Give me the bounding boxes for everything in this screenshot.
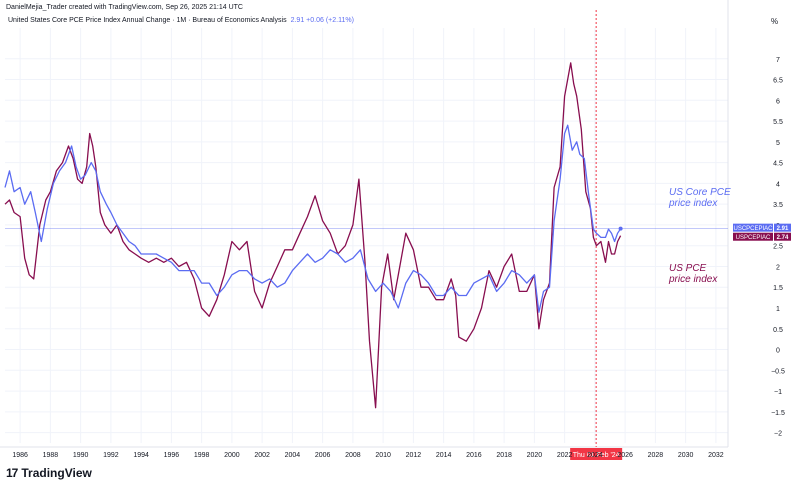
- x-tick-label: 2028: [648, 452, 664, 459]
- series-annotation-line: US PCE: [669, 263, 707, 274]
- series-last-point: [618, 226, 623, 231]
- x-tick-label: 2016: [466, 452, 482, 459]
- tradingview-logo-icon: 17: [6, 466, 18, 480]
- price-label-value-bg: [774, 223, 791, 232]
- y-tick-label: 5: [776, 140, 780, 147]
- axis-unit: %: [771, 17, 779, 26]
- x-tick-label: 2032: [708, 452, 724, 459]
- price-label-value: 2.74: [777, 235, 789, 241]
- y-tick-label: 5.5: [773, 119, 783, 126]
- series-line-uspcepiac: [4, 62, 622, 409]
- x-tick-label: 1994: [133, 452, 149, 459]
- y-axis: 76.565.554.543.532.521.510.50−0.5−1−1.5−…: [771, 57, 785, 438]
- x-axis: 1986 1988 1990 1992 1994 1996 1998 2000 2002 2004…: [12, 452, 723, 459]
- y-tick-label: −1: [774, 389, 782, 396]
- price-label-name-bg: [733, 223, 773, 232]
- x-tick-label: 2012: [406, 452, 422, 459]
- series-title-text: United States Core PCE Price Index Annua…: [8, 17, 287, 24]
- y-tick-label: 1: [776, 306, 780, 313]
- x-tick-label: 1990: [73, 452, 89, 459]
- y-tick-label: 6: [776, 98, 780, 105]
- y-tick-label: 0: [776, 348, 780, 355]
- x-tick-label: 2024: [587, 452, 603, 459]
- y-tick-label: −0.5: [771, 368, 785, 375]
- attribution-text: DanielMejia_Trader created with TradingV…: [6, 4, 243, 11]
- price-label-name: USCPCEPIAC: [733, 226, 773, 232]
- y-tick-label: 4: [776, 181, 780, 188]
- series-title: United States Core PCE Price Index Annua…: [8, 17, 354, 24]
- x-tick-label: 2018: [496, 452, 512, 459]
- x-tick-label: 1992: [103, 452, 119, 459]
- series-annotation-line: price index: [668, 274, 718, 285]
- x-tick-label: 2008: [345, 452, 361, 459]
- y-tick-label: 3.5: [773, 202, 783, 209]
- date-marker: Thu 01 Feb '24: [570, 10, 623, 460]
- x-tick-label: 2014: [436, 452, 452, 459]
- grid: [0, 0, 729, 448]
- tradingview-logo[interactable]: 17 TradingView: [6, 466, 92, 480]
- x-tick-label: 2022: [557, 452, 573, 459]
- price-label-value: 2.91: [777, 226, 789, 232]
- x-tick-label: 2000: [224, 452, 240, 459]
- series-annotation-line: US Core PCE: [669, 187, 731, 198]
- x-tick-label: 2026: [617, 452, 633, 459]
- y-tick-label: 7: [776, 57, 780, 64]
- series-last-value: 2.91 +0.06 (+2.11%): [290, 17, 354, 24]
- x-tick-label: 2030: [678, 452, 694, 459]
- x-tick-label: 1988: [43, 452, 59, 459]
- x-tick-label: 2020: [527, 452, 543, 459]
- x-tick-label: 1998: [194, 452, 210, 459]
- series-annotation-line: price index: [668, 198, 718, 209]
- x-tick-label: 2006: [315, 452, 331, 459]
- y-tick-label: 0.5: [773, 327, 783, 334]
- series-line-uscpcepiac: [4, 124, 622, 313]
- price-label-name-bg: [733, 232, 773, 241]
- price-labels: USCPCEPIAC 2.91 USPCEPIAC 2.74: [733, 223, 791, 241]
- x-tick-label: 1986: [12, 452, 28, 459]
- date-marker-label-bg: [570, 448, 623, 460]
- y-tick-label: 1.5: [773, 285, 783, 292]
- tradingview-logo-text: TradingView: [21, 466, 92, 480]
- price-label-value-bg: [774, 232, 791, 241]
- y-tick-label: 2.5: [773, 244, 783, 251]
- y-tick-label: −1.5: [771, 410, 785, 417]
- x-tick-label: 2010: [375, 452, 391, 459]
- y-tick-label: 6.5: [773, 78, 783, 85]
- date-marker-label: Thu 01 Feb '24: [573, 452, 620, 459]
- y-tick-label: 2: [776, 264, 780, 271]
- x-tick-label: 2004: [285, 452, 301, 459]
- y-tick-label: 4.5: [773, 161, 783, 168]
- x-tick-label: 2002: [254, 452, 270, 459]
- x-tick-label: 1996: [164, 452, 180, 459]
- series-lines: [4, 62, 623, 409]
- y-tick-label: −2: [774, 431, 782, 438]
- price-label-name: USPCEPIAC: [736, 235, 771, 241]
